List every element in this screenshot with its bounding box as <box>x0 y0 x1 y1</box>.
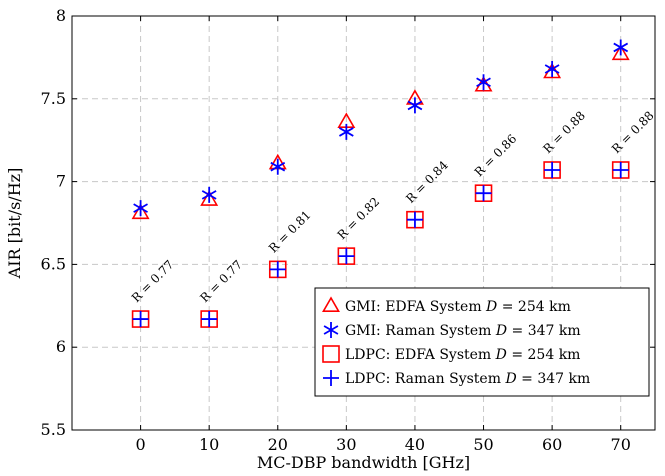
x-axis-label: MC-DBP bandwidth [GHz] <box>257 453 470 472</box>
legend-box <box>314 287 650 397</box>
data-point-asterisk <box>133 200 148 217</box>
x-tick-label: 20 <box>268 435 288 454</box>
data-point-asterisk <box>613 39 629 56</box>
data-point-plus <box>475 185 492 202</box>
legend-marker-plus <box>323 370 339 386</box>
rate-annotation: R = 0.88 <box>609 108 657 156</box>
data-point-plus <box>338 248 355 265</box>
rate-annotations: R = 0.77 R = 0.77R = 0.81 R = 0.82R = 0.84… <box>129 108 657 305</box>
data-point-asterisk <box>270 158 286 175</box>
x-tick-label: 70 <box>611 435 631 454</box>
data-point-plus <box>544 162 561 179</box>
y-tick-label: 5.5 <box>41 420 66 439</box>
rate-annotation: R = 0.86 <box>472 132 520 180</box>
x-tick-label: 10 <box>199 435 219 454</box>
legend-marker-triangle <box>322 296 340 313</box>
data-point-asterisk <box>338 123 354 140</box>
legend: GMI: EDFA System D = 254 km GMI: Raman Sy… <box>314 287 650 397</box>
legend-marker-square <box>322 345 340 363</box>
legend-entry-label: GMI: EDFA System D = 254 km <box>345 299 571 315</box>
axis-ticks: 0 10 20 30 40 50 60 70 5.5 6 6.5 7 7.5 8 <box>41 6 655 454</box>
y-tick-label: 7 <box>56 172 66 191</box>
plot-frame <box>71 15 656 431</box>
legend-marker-asterisk <box>323 322 339 338</box>
data-point-asterisk <box>407 97 423 114</box>
data-point-plus <box>132 311 149 328</box>
data-point-plus <box>406 211 423 228</box>
data-point-plus <box>201 311 218 328</box>
rate-annotation: R = 0.88 <box>540 108 588 156</box>
data-point-plus <box>269 261 286 278</box>
data-point-triangle <box>611 44 630 61</box>
data-point-asterisk <box>544 60 560 77</box>
rate-annotation: R = 0.82 <box>335 195 383 243</box>
y-tick-label: 6.5 <box>41 254 66 273</box>
y-tick-label: 6 <box>56 337 66 356</box>
x-tick-label: 30 <box>336 435 356 454</box>
data-point-triangle <box>200 190 219 206</box>
legend-entry-label: LDPC: Raman System D = 347 km <box>345 371 590 387</box>
data-point-plus <box>612 162 629 179</box>
y-axis-label: AIR [bit/s/Hz] <box>5 168 24 280</box>
y-tick-label: 7.5 <box>41 89 66 108</box>
x-tick-label: 50 <box>473 435 493 454</box>
x-tick-label: 60 <box>542 435 562 454</box>
data-point-asterisk <box>201 186 217 203</box>
x-tick-label: 40 <box>405 435 425 454</box>
legend-entry-label: LDPC: EDFA System D = 254 km <box>345 347 580 363</box>
data-point-asterisk <box>476 74 491 91</box>
x-tick-label: 0 <box>135 435 145 454</box>
legend-entry-label: GMI: Raman System D = 347 km <box>345 323 581 339</box>
data-point-triangle <box>131 203 150 220</box>
y-tick-label: 8 <box>56 6 66 25</box>
data-marks <box>131 39 630 328</box>
rate-annotation: R = 0.81 <box>266 208 314 256</box>
